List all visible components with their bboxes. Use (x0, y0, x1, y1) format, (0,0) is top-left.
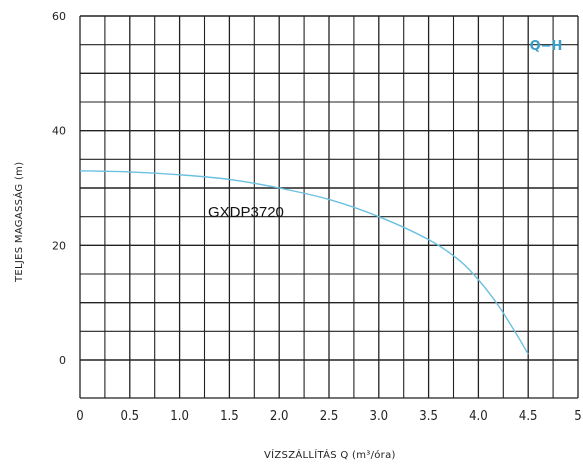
x-tick-label: 3.5 (419, 409, 438, 424)
x-tick-label: 1.0 (170, 409, 189, 424)
legend-q-h: Q−H (530, 39, 563, 54)
curve-layer (79, 170, 529, 355)
x-tick-label: 1.5 (220, 409, 239, 424)
x-tick-label: 2.0 (270, 409, 289, 424)
tick-labels: 0 0.5 1.0 1.5 2.0 2.5 3.0 3.5 4.0 4.5 5 0 20 40 60 (52, 10, 582, 424)
grid (79, 15, 579, 399)
x-tick-label: 0 (76, 409, 83, 424)
y-tick-label: 60 (52, 10, 66, 23)
series-annotation-label: GXDP3720 (208, 204, 284, 221)
x-tick-label: 5 (574, 409, 581, 424)
q-h-curve (79, 170, 529, 355)
x-tick-label: 4.5 (519, 409, 538, 424)
x-tick-label: 0.5 (121, 409, 140, 424)
x-axis-label: VÍZSZÁLLÍTÁS Q (m³/óra) (264, 448, 396, 461)
y-tick-label: 20 (52, 239, 66, 252)
label-layer: Q−H GXDP3720 VÍZSZÁLLÍTÁS Q (m³/óra) TEL… (12, 39, 562, 461)
y-tick-label: 40 (52, 125, 66, 138)
x-tick-label: 4.0 (469, 409, 488, 424)
y-tick-label: 0 (59, 354, 66, 367)
x-tick-label: 3.0 (370, 409, 389, 424)
x-tick-label: 2.5 (320, 409, 339, 424)
y-axis-label: TELJES MAGASSÁG (m) (12, 162, 25, 283)
